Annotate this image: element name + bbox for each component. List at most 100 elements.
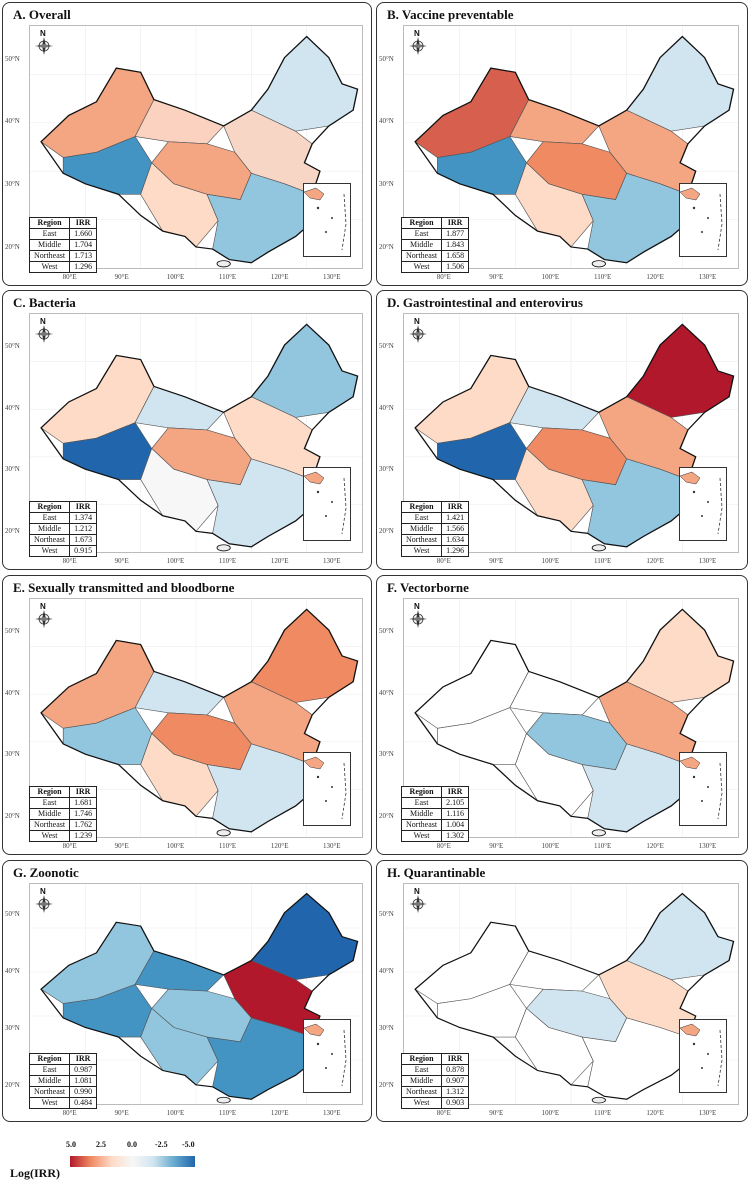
- latitude-label: 40°N: [5, 967, 20, 975]
- table-row: Middle 1.116: [400, 808, 470, 820]
- longitude-label: 80°E: [62, 557, 77, 565]
- table-row: West 1.239: [28, 830, 98, 842]
- legend-tick: -2.5: [155, 1140, 168, 1149]
- table-header-cell: IRR: [69, 786, 98, 798]
- longitude-label: 80°E: [436, 842, 451, 850]
- panel-title: G. Zoonotic: [13, 865, 79, 880]
- longitude-label: 80°E: [436, 1109, 451, 1117]
- south-china-sea-inset: [679, 183, 727, 257]
- irr-table: Region IRR East 2.105 Middle 1.116 Northeast 1.…: [400, 786, 470, 842]
- table-row: West 1.296: [28, 261, 98, 273]
- longitude-label: 120°E: [270, 273, 289, 281]
- longitude-label: 100°E: [541, 842, 560, 850]
- table-header-row: Region IRR: [400, 1053, 470, 1065]
- table-row: Middle 0.907: [400, 1075, 470, 1087]
- compass-icon: N: [407, 317, 429, 345]
- table-cell: Middle: [28, 523, 71, 535]
- longitude-label: 80°E: [62, 273, 77, 281]
- table-cell: East: [400, 1064, 443, 1076]
- irr-table: Region IRR East 1.877 Middle 1.843 Northeast 1.…: [400, 217, 470, 273]
- longitude-label: 110°E: [593, 273, 612, 281]
- table-cell: 0.987: [69, 1064, 98, 1076]
- china-map: [404, 26, 738, 268]
- longitude-label: 90°E: [489, 842, 504, 850]
- latitude-label: 40°N: [5, 117, 20, 126]
- compass-north-label: N: [414, 887, 420, 896]
- table-header-cell: Region: [28, 1053, 71, 1065]
- latitude-label: 40°N: [379, 117, 394, 126]
- island-shape: [591, 260, 606, 268]
- latitude-label: 30°N: [379, 465, 394, 474]
- table-row: Middle 1.704: [28, 239, 98, 251]
- compass-icon: N: [33, 602, 55, 630]
- latitude-label: 40°N: [379, 403, 394, 412]
- island-shape: [591, 829, 606, 837]
- table-cell: East: [28, 797, 71, 809]
- panel-title: E. Sexually transmitted and bloodborne: [13, 580, 235, 595]
- longitude-label: 120°E: [646, 273, 664, 281]
- table-cell: 1.658: [441, 250, 470, 262]
- table-header-row: Region IRR: [400, 786, 470, 798]
- longitude-label: 120°E: [270, 1109, 289, 1117]
- latitude-label: 50°N: [379, 909, 394, 918]
- island-shape: [591, 544, 606, 552]
- table-row: West 1.302: [400, 830, 470, 842]
- table-cell: Northeast: [400, 1086, 443, 1098]
- table-header-row: Region IRR: [400, 501, 470, 513]
- table-cell: Northeast: [28, 1086, 71, 1098]
- table-cell: 1.081: [69, 1075, 98, 1087]
- longitude-label: 90°E: [114, 273, 129, 281]
- color-legend: 5.0 2.5 0.0 -2.5 -5.0 Log(IRR): [10, 1128, 210, 1188]
- table-cell: Middle: [28, 808, 71, 820]
- table-cell: Northeast: [400, 819, 443, 831]
- longitude-label: 80°E: [436, 273, 451, 281]
- latitude-label: 50°N: [5, 342, 20, 351]
- latitude-label: 20°N: [5, 1081, 20, 1090]
- compass-icon: N: [33, 317, 55, 345]
- table-cell: West: [400, 830, 443, 842]
- island-shape: [216, 1096, 231, 1104]
- table-cell: Middle: [400, 523, 443, 535]
- table-cell: 1.296: [441, 545, 470, 557]
- south-china-sea-inset: [679, 1019, 727, 1093]
- compass-icon: N: [33, 887, 55, 915]
- longitude-label: 110°E: [218, 1109, 237, 1117]
- table-cell: West: [400, 545, 443, 557]
- latitude-label: 20°N: [379, 1081, 394, 1090]
- longitude-label: 120°E: [646, 842, 664, 850]
- south-china-sea-inset: [303, 183, 351, 257]
- longitude-label: 120°E: [646, 1109, 664, 1117]
- irr-table: Region IRR East 1.660 Middle 1.704 Northeast 1.…: [28, 217, 98, 273]
- table-cell: East: [28, 1064, 71, 1076]
- latitude-label: 30°N: [379, 179, 394, 188]
- table-header-cell: IRR: [441, 217, 470, 229]
- map-panel: E. Sexually transmitted and bloodborne 50…: [2, 575, 372, 855]
- country-outline: [40, 892, 359, 1100]
- panel-title: H. Quarantinable: [387, 865, 486, 880]
- panel-title: F. Vectorborne: [387, 580, 469, 595]
- table-row: East 1.660: [28, 228, 98, 240]
- table-header-cell: Region: [400, 1053, 443, 1065]
- table-row: West 1.506: [400, 261, 470, 273]
- table-cell: Northeast: [28, 250, 71, 262]
- table-row: West 0.484: [28, 1097, 98, 1109]
- table-cell: Middle: [400, 808, 443, 820]
- compass-north-label: N: [414, 602, 420, 611]
- longitude-label: 130°E: [323, 1109, 341, 1117]
- irr-table: Region IRR East 1.374 Middle 1.212 Northeast 1.…: [28, 501, 98, 557]
- map-panel: C. Bacteria 50°N 40°N 30°N 20°N 80°E 90°E 100°E…: [2, 290, 372, 570]
- country-outline: [40, 323, 359, 548]
- table-row: East 1.421: [400, 512, 470, 524]
- country-outline: [414, 323, 735, 548]
- compass-north-label: N: [414, 29, 420, 38]
- longitude-label: 130°E: [323, 557, 341, 565]
- table-header-row: Region IRR: [28, 217, 98, 229]
- longitude-label: 100°E: [166, 1109, 185, 1117]
- table-cell: 1.212: [69, 523, 98, 535]
- island-shape: [216, 829, 231, 837]
- legend-title: Log(IRR): [10, 1166, 60, 1180]
- longitude-label: 100°E: [541, 557, 560, 565]
- compass-icon: N: [407, 887, 429, 915]
- country-outline: [40, 608, 359, 833]
- map-area: [403, 25, 739, 269]
